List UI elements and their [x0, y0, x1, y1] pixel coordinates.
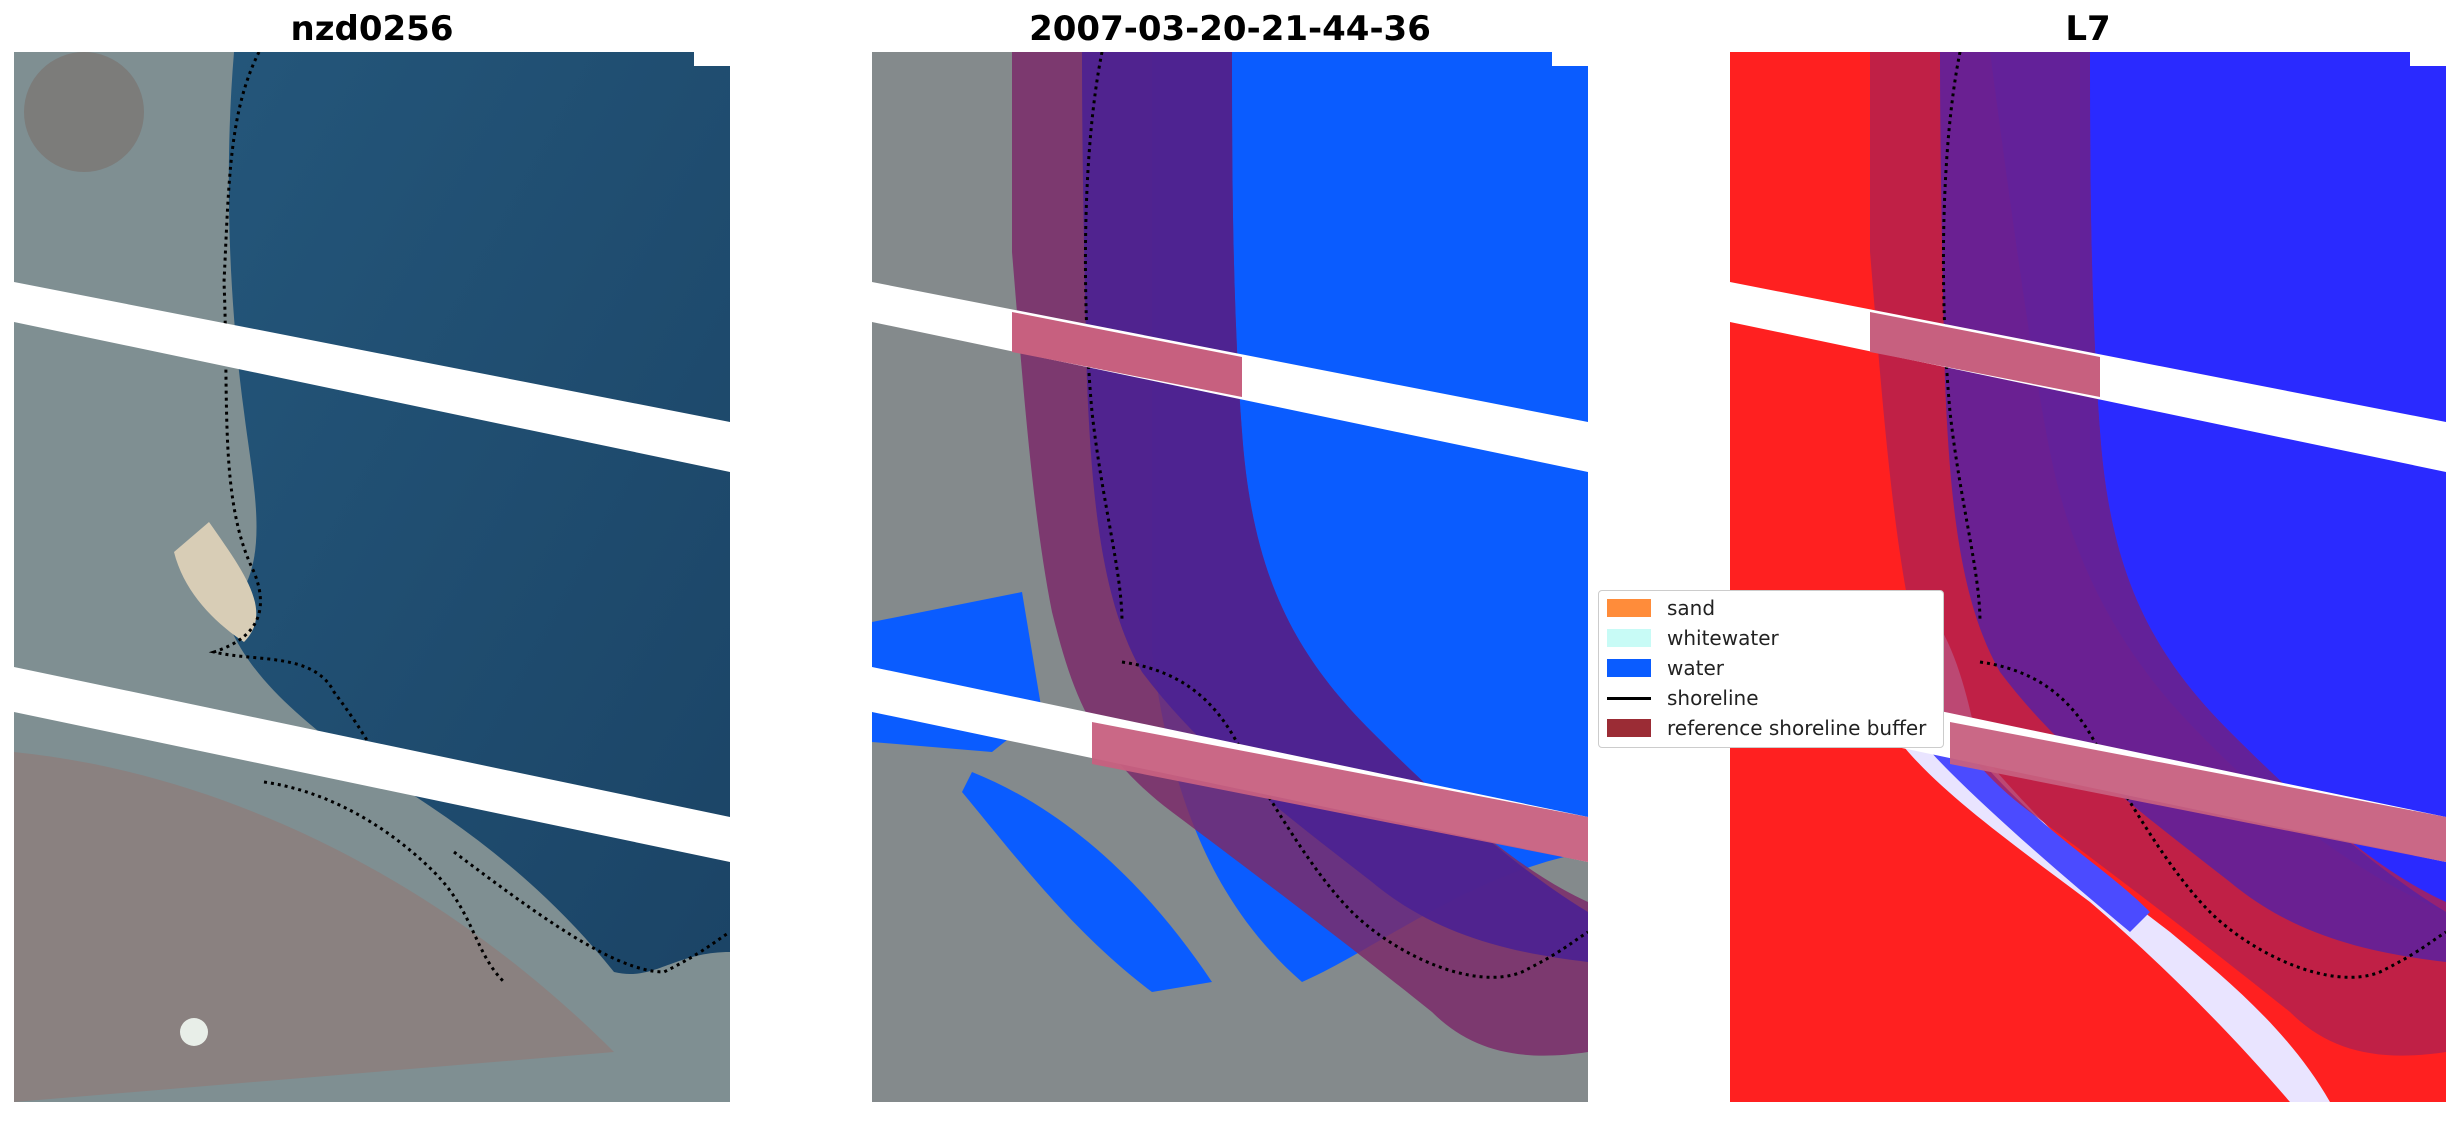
- sand-swatch: [1607, 599, 1651, 617]
- legend-item-whitewater: whitewater: [1607, 623, 1779, 653]
- index-image-panel: [1730, 52, 2446, 1102]
- legend-label: water: [1667, 656, 1724, 680]
- legend-item-water: water: [1607, 653, 1724, 683]
- legend-item-sand: sand: [1607, 593, 1715, 623]
- panel-title-index: L7: [2065, 9, 2111, 49]
- index-image: [1730, 52, 2446, 1102]
- panel-title-rgb: nzd0256: [290, 9, 454, 49]
- buffer-swatch: [1607, 719, 1651, 737]
- water-swatch: [1607, 659, 1651, 677]
- legend-label: reference shoreline buffer: [1667, 716, 1927, 740]
- legend: sand whitewater water shoreline referenc…: [1598, 590, 1944, 748]
- rgb-image: [14, 52, 730, 1102]
- legend-item-shoreline: shoreline: [1607, 683, 1759, 713]
- panel-title-classified: 2007-03-20-21-44-36: [1029, 9, 1431, 49]
- legend-label: sand: [1667, 596, 1716, 620]
- legend-label: whitewater: [1667, 626, 1779, 650]
- classified-image: [872, 52, 1588, 1102]
- shoreline-path: [1083, 52, 1588, 979]
- shoreline-path: [1941, 52, 2446, 979]
- rgb-image-panel: [14, 52, 730, 1102]
- legend-label: shoreline: [1667, 686, 1759, 710]
- shoreline-line: [1607, 696, 1651, 700]
- legend-item-buffer: reference shoreline buffer: [1607, 713, 1926, 743]
- whitewater-swatch: [1607, 629, 1651, 647]
- classified-image-panel: [872, 52, 1588, 1102]
- shoreline-path: [208, 52, 730, 984]
